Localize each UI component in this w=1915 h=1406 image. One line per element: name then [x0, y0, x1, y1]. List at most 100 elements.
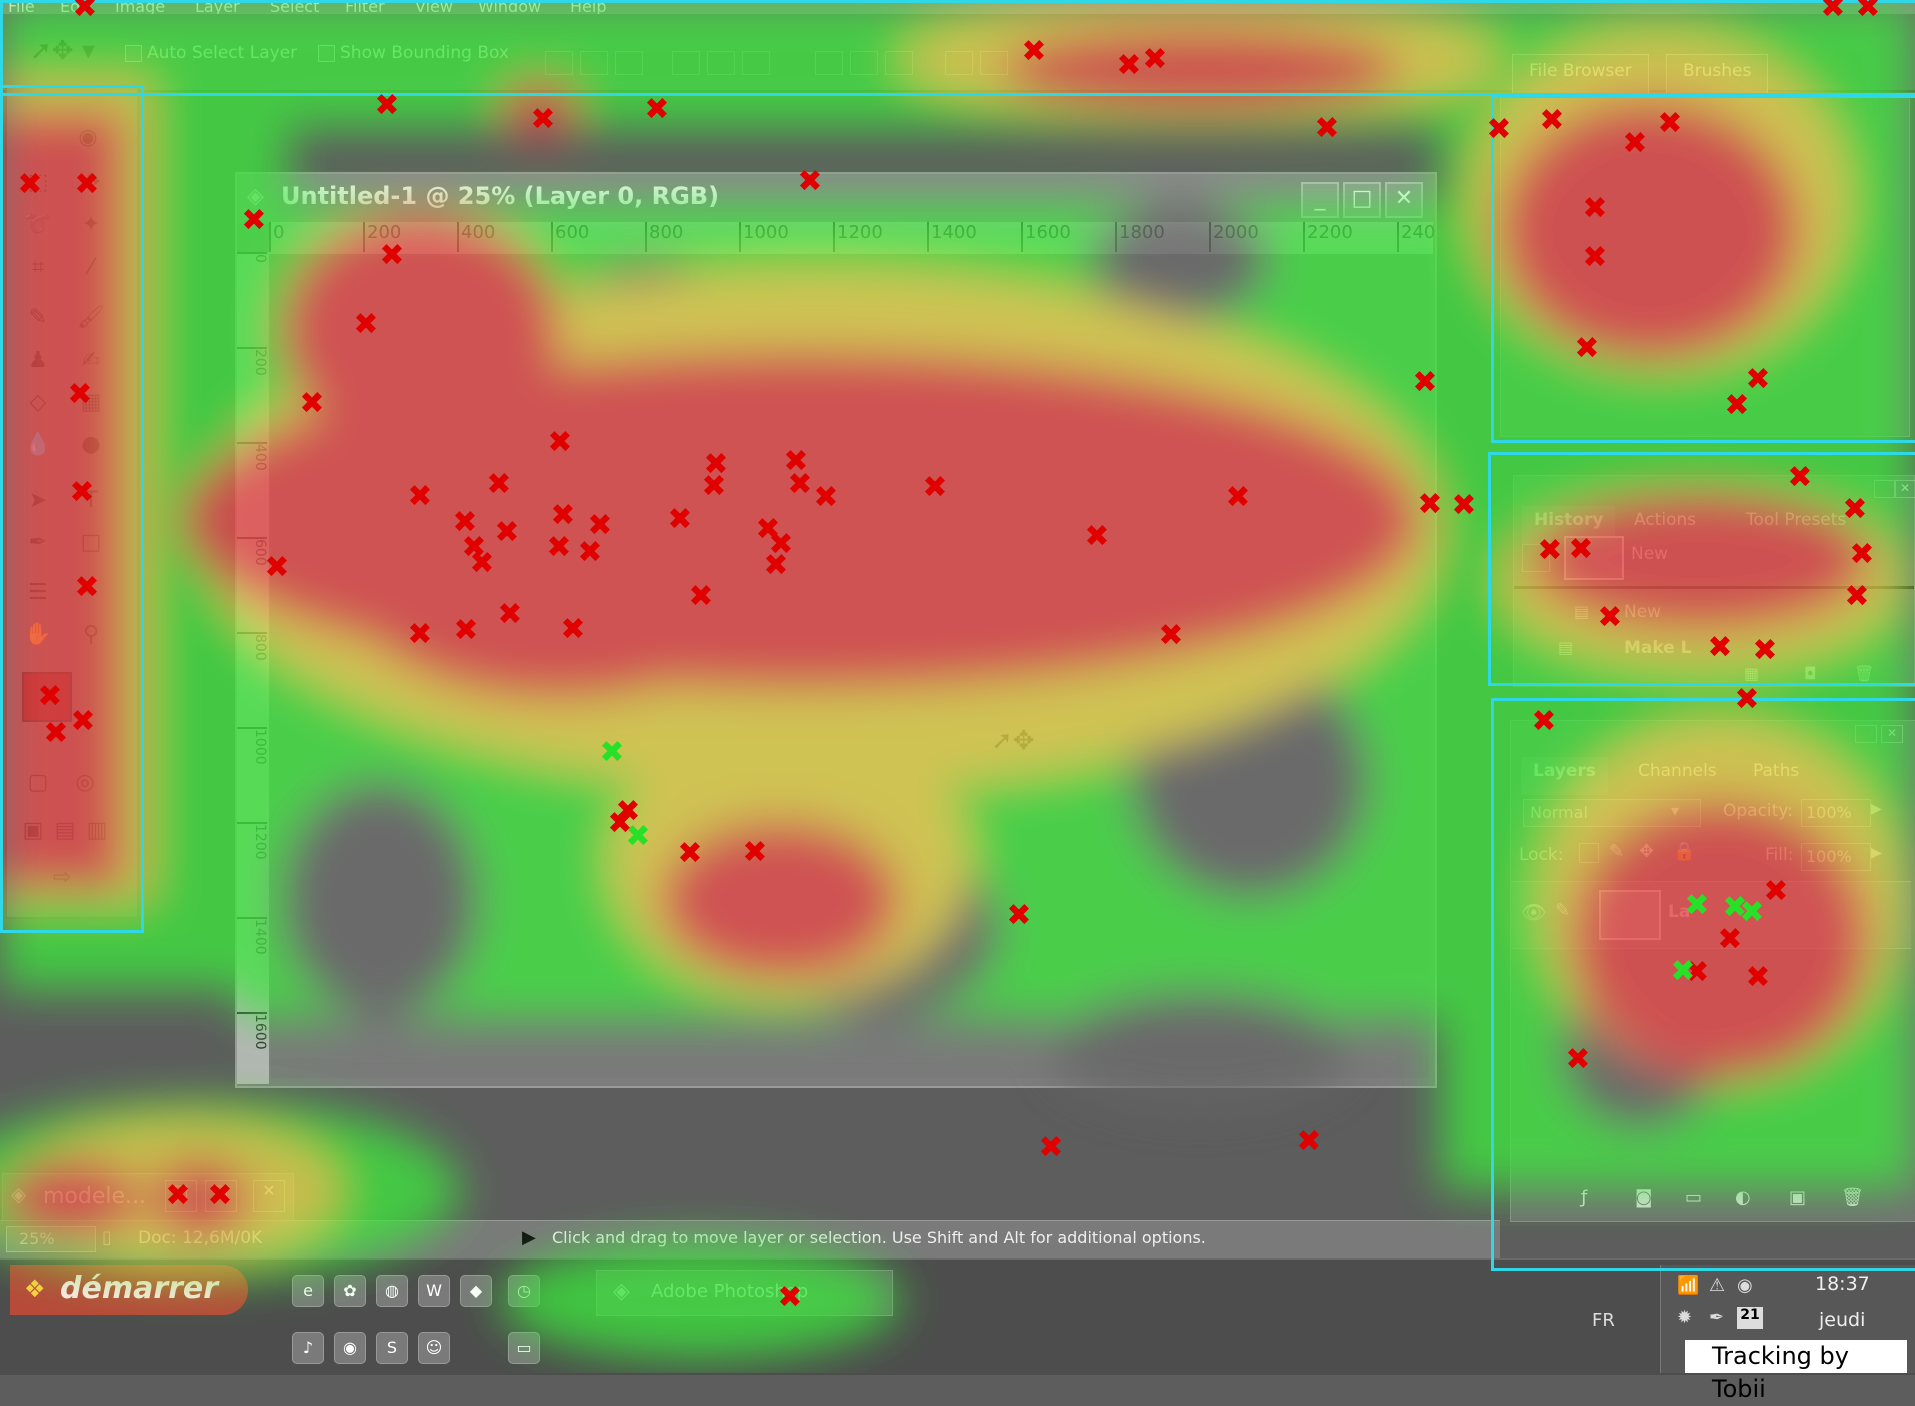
- language-indicator[interactable]: FR: [1592, 1310, 1615, 1331]
- taskbar-task-photoshop[interactable]: ◈ Adobe Photoshop: [596, 1270, 893, 1316]
- zoom-tool-icon[interactable]: ⚲: [82, 622, 100, 647]
- tray-app-icon[interactable]: ✹: [1677, 1307, 1693, 1328]
- maximize-button[interactable]: □: [1343, 182, 1381, 218]
- layer-style-icon[interactable]: ƒ: [1581, 1187, 1588, 1208]
- distribute-left-icon[interactable]: [945, 51, 973, 75]
- adjustment-layer-icon[interactable]: ◐: [1735, 1187, 1751, 1208]
- lock-transparency-icon[interactable]: [1579, 843, 1599, 863]
- shape-tool-icon[interactable]: □: [80, 530, 102, 555]
- distribute-top-icon[interactable]: [815, 51, 843, 75]
- quicklaunch-folder-icon[interactable]: ▭: [508, 1332, 540, 1364]
- quicklaunch-ie-icon[interactable]: e: [292, 1275, 324, 1307]
- document-canvas[interactable]: ➚✥: [271, 256, 1429, 1078]
- layer-thumbnail[interactable]: [1599, 890, 1661, 940]
- minimize-button[interactable]: _: [1301, 182, 1339, 218]
- start-button[interactable]: ❖ démarrer: [10, 1265, 248, 1315]
- close-button[interactable]: ✕: [253, 1180, 285, 1212]
- panel-minimize-button[interactable]: [1874, 480, 1896, 498]
- dodge-tool-icon[interactable]: ●: [81, 432, 101, 457]
- notes-tool-icon[interactable]: ☰: [28, 580, 48, 605]
- hand-tool-icon[interactable]: ✋: [24, 622, 52, 647]
- slice-tool-icon[interactable]: ⁄: [89, 255, 93, 280]
- lock-all-icon[interactable]: 🔒: [1673, 841, 1696, 862]
- quicklaunch-game-icon[interactable]: ✿: [334, 1275, 366, 1307]
- opacity-slider-arrow-icon[interactable]: ▶: [1871, 801, 1882, 817]
- align-bottom-icon[interactable]: [615, 51, 643, 75]
- quicklaunch-messenger-icon[interactable]: ☺: [418, 1332, 450, 1364]
- quicklaunch-word-icon[interactable]: W: [418, 1275, 450, 1307]
- opacity-field[interactable]: 100%: [1801, 799, 1871, 827]
- calendar-icon[interactable]: 21: [1737, 1307, 1763, 1329]
- history-brush-icon[interactable]: ✍: [81, 348, 101, 373]
- visibility-eye-icon[interactable]: 👁: [1521, 900, 1547, 924]
- pen-tool-icon[interactable]: ✒: [28, 530, 48, 555]
- zoom-field[interactable]: 25%: [6, 1226, 96, 1252]
- quicklaunch-app-icon[interactable]: ◆: [460, 1275, 492, 1307]
- network-icon[interactable]: 📶: [1677, 1275, 1700, 1296]
- screen-mode-standard-icon[interactable]: ▣: [22, 818, 44, 843]
- fill-slider-arrow-icon[interactable]: ▶: [1871, 845, 1882, 861]
- screen-mode-full-menu-icon[interactable]: ▤: [54, 818, 76, 843]
- antivirus-icon[interactable]: ◉: [1737, 1275, 1753, 1296]
- panel-close-button[interactable]: ✕: [1894, 480, 1915, 498]
- quicklaunch-media-icon[interactable]: ◉: [334, 1332, 366, 1364]
- quickmask-mode-icon[interactable]: ◎: [75, 770, 95, 795]
- clone-stamp-icon[interactable]: ♟: [28, 348, 48, 373]
- tab-paths[interactable]: Paths: [1753, 761, 1800, 781]
- blur-tool-icon[interactable]: 💧: [24, 432, 52, 457]
- brushes-tab[interactable]: Brushes: [1666, 54, 1769, 99]
- path-select-icon[interactable]: ➤: [28, 488, 48, 513]
- doc-info-icon[interactable]: ▯: [102, 1227, 112, 1248]
- tab-layers[interactable]: Layers: [1521, 757, 1608, 795]
- jump-to-imageready-icon[interactable]: ⇨: [52, 865, 72, 890]
- checkbox-box[interactable]: [125, 44, 142, 62]
- warning-icon[interactable]: ⚠: [1709, 1275, 1726, 1296]
- show-bounding-box-checkbox[interactable]: Show Bounding Box: [318, 43, 509, 63]
- lock-paint-icon[interactable]: ✎: [1609, 841, 1625, 862]
- auto-select-layer-checkbox[interactable]: Auto Select Layer: [125, 43, 297, 63]
- quicklaunch-firefox-icon[interactable]: ◍: [376, 1275, 408, 1307]
- healing-brush-icon[interactable]: ✎: [28, 305, 48, 330]
- quicklaunch-clock-icon[interactable]: ◷: [508, 1275, 540, 1307]
- close-button[interactable]: ✕: [1385, 182, 1423, 218]
- quicklaunch-skype-icon[interactable]: S: [376, 1332, 408, 1364]
- fill-field[interactable]: 100%: [1801, 843, 1871, 871]
- distribute-bottom-icon[interactable]: [885, 51, 913, 75]
- file-browser-tab[interactable]: File Browser: [1512, 54, 1649, 99]
- align-top-icon[interactable]: [545, 51, 573, 75]
- tab-actions[interactable]: Actions: [1634, 510, 1697, 530]
- brush-tool-icon[interactable]: 🖌: [77, 305, 105, 330]
- panel-minimize-button[interactable]: [1855, 725, 1877, 743]
- new-snapshot-icon[interactable]: ◘: [1804, 664, 1817, 683]
- brush-link-icon[interactable]: ✎: [1555, 900, 1571, 921]
- align-hcenter-icon[interactable]: [707, 51, 735, 75]
- status-menu-arrow-icon[interactable]: ▶: [522, 1227, 536, 1248]
- distribute-vcenter-icon[interactable]: [850, 51, 878, 75]
- layer-mask-icon[interactable]: ◙: [1635, 1187, 1653, 1208]
- history-item[interactable]: New: [1624, 602, 1662, 622]
- eraser-tool-icon[interactable]: ◇: [29, 390, 47, 415]
- screen-mode-full-icon[interactable]: ▥: [86, 818, 108, 843]
- snapshot-label[interactable]: New: [1631, 544, 1669, 564]
- tab-channels[interactable]: Channels: [1638, 761, 1717, 781]
- delete-state-icon[interactable]: 🗑: [1854, 664, 1875, 683]
- new-layer-icon[interactable]: ▣: [1789, 1187, 1807, 1208]
- align-right-icon[interactable]: [742, 51, 770, 75]
- align-left-icon[interactable]: [672, 51, 700, 75]
- clock-time[interactable]: 18:37: [1815, 1273, 1870, 1295]
- minimized-document-window[interactable]: ◈ modele... □ □ ✕: [2, 1173, 294, 1221]
- lasso-tool-icon[interactable]: ➰: [24, 212, 52, 237]
- panel-close-button[interactable]: ✕: [1881, 725, 1903, 743]
- move-tool-icon[interactable]: ➚✥ ▾: [30, 36, 95, 66]
- checkbox-box[interactable]: [318, 44, 335, 62]
- lock-position-icon[interactable]: ✥: [1639, 841, 1655, 862]
- chevron-down-icon[interactable]: ▾: [1671, 801, 1680, 820]
- history-item-active[interactable]: Make L: [1624, 638, 1692, 658]
- magic-wand-icon[interactable]: ✦: [81, 212, 101, 237]
- tray-pen-icon[interactable]: ✒: [1709, 1307, 1725, 1328]
- standard-mode-icon[interactable]: ▢: [27, 770, 49, 795]
- delete-layer-icon[interactable]: 🗑: [1841, 1187, 1864, 1208]
- document-titlebar[interactable]: ◈ Untitled-1 @ 25% (Layer 0, RGB) _ □ ✕: [237, 174, 1435, 224]
- quicklaunch-music-icon[interactable]: ♪: [292, 1332, 324, 1364]
- crop-tool-icon[interactable]: ⌗: [31, 255, 45, 280]
